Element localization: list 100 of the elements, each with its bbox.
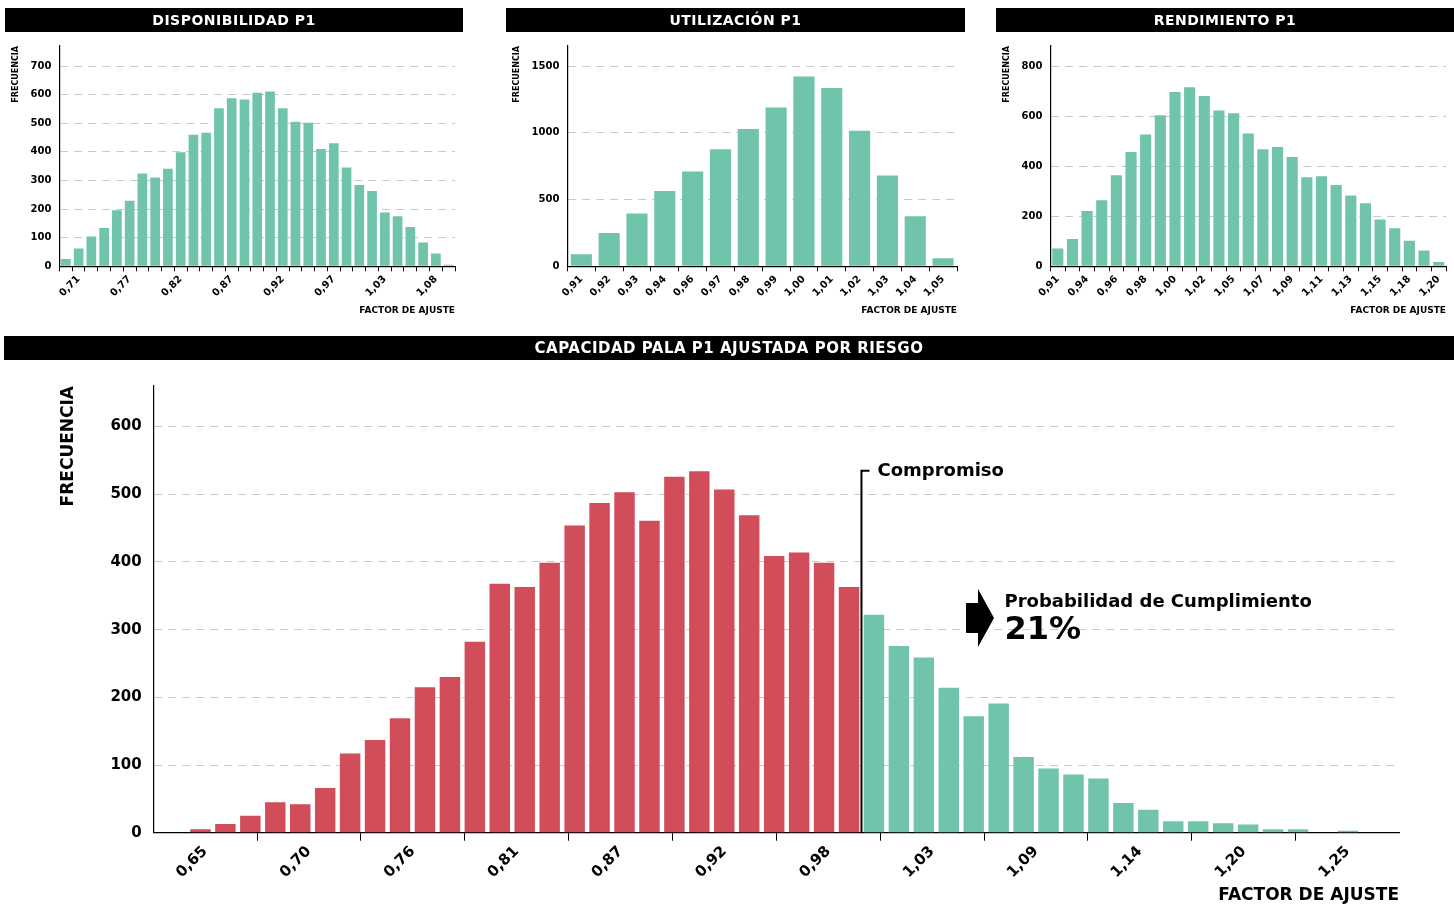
bar <box>405 227 416 266</box>
bar <box>328 143 339 266</box>
bar <box>1213 110 1225 266</box>
bar <box>821 88 843 266</box>
bar <box>1154 115 1166 266</box>
bar <box>86 236 97 266</box>
bar <box>1359 203 1371 266</box>
annotation: Probabilidad de Cumplimiento <box>1004 590 1312 612</box>
y-tick-label: 600 <box>30 88 52 100</box>
bar <box>73 248 84 266</box>
y-tick-label: 600 <box>1021 109 1043 121</box>
y-tick-label: 500 <box>110 484 142 503</box>
bar <box>124 200 135 266</box>
bar <box>1271 147 1284 266</box>
y-axis-title: FRECUENCIA <box>511 45 521 103</box>
bar <box>1389 228 1401 266</box>
y-axis-title: FRECUENCIA <box>10 45 20 103</box>
bar <box>849 130 871 266</box>
bar <box>367 191 377 266</box>
bar <box>226 98 237 266</box>
x-axis-title: FACTOR DE AJUSTE <box>1218 884 1399 905</box>
bar <box>737 128 759 266</box>
chart-title: UTILIZACIÓN P1 <box>506 8 965 32</box>
bar <box>1228 113 1240 266</box>
y-tick-label: 1500 <box>531 59 560 71</box>
bar <box>1110 175 1122 266</box>
x-axis-title: FACTOR DE AJUSTE <box>359 304 455 315</box>
bar <box>1242 133 1254 266</box>
bar <box>793 76 815 266</box>
bar <box>1198 96 1210 266</box>
bar <box>252 92 263 266</box>
bar <box>265 91 275 266</box>
bar <box>1052 248 1064 266</box>
bar <box>654 191 676 266</box>
bar <box>61 259 71 266</box>
y-tick-label: 400 <box>110 551 142 570</box>
bar <box>188 134 199 266</box>
bar <box>709 149 732 266</box>
bar <box>239 99 250 266</box>
bar <box>1330 184 1342 266</box>
y-tick-label: 200 <box>1021 209 1043 221</box>
bar <box>290 121 301 266</box>
y-tick-label: 300 <box>110 619 142 638</box>
y-axis-title: FRECUENCIA <box>1001 45 1011 103</box>
x-axis-title: FACTOR DE AJUSTE <box>861 304 957 315</box>
bar <box>99 227 109 266</box>
bar <box>112 210 122 266</box>
bar <box>1418 250 1430 266</box>
bar <box>150 177 161 266</box>
bar <box>1066 238 1079 266</box>
bar <box>1301 177 1313 266</box>
y-tick-label: 0 <box>1035 259 1043 271</box>
bar <box>303 122 314 266</box>
y-tick-label: 400 <box>30 145 52 157</box>
bar <box>1374 219 1386 266</box>
y-tick-label: 200 <box>110 687 142 706</box>
y-tick-label: 100 <box>110 754 142 773</box>
y-tick-label: 100 <box>30 231 52 243</box>
bar <box>1433 262 1445 266</box>
bar <box>277 108 288 266</box>
chart-title: CAPACIDAD PALA P1 AJUSTADA POR RIESGO <box>4 336 1454 360</box>
y-tick-label: 200 <box>30 202 52 214</box>
bar <box>354 185 365 266</box>
bar <box>431 253 441 266</box>
bar <box>765 107 787 266</box>
y-tick-label: 800 <box>1021 59 1043 71</box>
bar <box>341 167 352 266</box>
y-tick-label: 0 <box>552 259 560 271</box>
bar <box>932 258 954 266</box>
bar <box>163 168 173 266</box>
chart-title: DISPONIBILIDAD P1 <box>5 8 463 32</box>
y-axis-title: FRECUENCIA <box>56 385 77 507</box>
bar <box>1315 176 1328 266</box>
bar <box>1257 149 1269 266</box>
bar <box>626 213 648 266</box>
bar <box>876 175 899 266</box>
bar <box>1403 240 1415 266</box>
bar <box>1125 151 1137 266</box>
bar <box>1081 210 1093 266</box>
bar <box>379 212 390 266</box>
bar <box>1096 200 1108 266</box>
bar <box>1345 195 1357 266</box>
bar <box>904 216 926 266</box>
x-axis-title: FACTOR DE AJUSTE <box>1350 304 1446 315</box>
y-tick-label: 600 <box>110 416 142 435</box>
bar <box>1184 87 1196 266</box>
bar <box>1286 156 1298 266</box>
bar <box>392 216 403 266</box>
bar <box>682 171 704 266</box>
y-tick-label: 500 <box>30 116 52 128</box>
y-tick-label: 400 <box>1021 159 1043 171</box>
annotation: 21% <box>1004 609 1082 648</box>
bar <box>1140 134 1152 266</box>
bar <box>598 232 620 266</box>
bar <box>175 152 186 266</box>
bar <box>1169 92 1181 266</box>
y-tick-label: 300 <box>30 174 52 186</box>
y-tick-label: 0 <box>44 259 52 271</box>
bar <box>316 148 326 266</box>
bar <box>214 108 224 266</box>
